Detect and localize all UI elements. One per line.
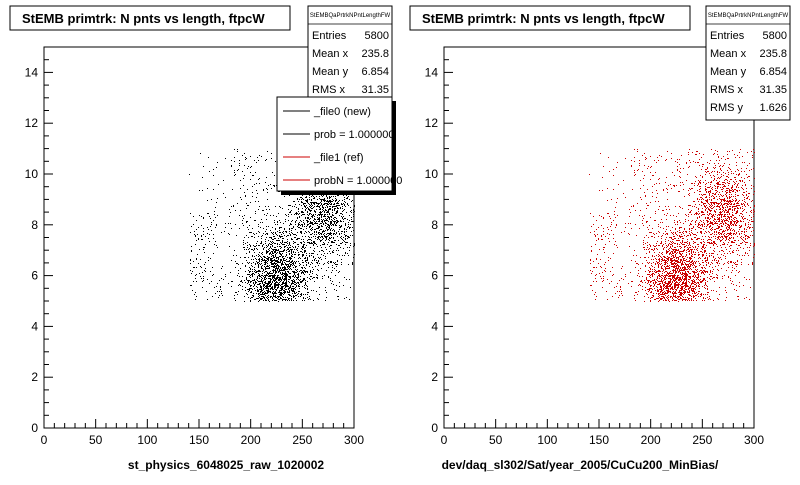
- y-tick-label: 2: [431, 370, 438, 384]
- right-stat-value-2: 6.854: [759, 66, 787, 78]
- left-stat-label-1: Mean x: [312, 48, 349, 60]
- right-stat-label-4: RMS y: [710, 102, 744, 114]
- left-stat-label-2: Mean y: [312, 66, 349, 78]
- left-stat-label-3: RMS x: [312, 84, 346, 96]
- legend-label-1: prob = 1.000000: [314, 129, 394, 141]
- right-chart-title: StEMB primtrk: N pnts vs length, ftpcW: [422, 11, 665, 26]
- y-tick-label: 10: [425, 167, 439, 181]
- y-tick-label: 14: [25, 65, 39, 79]
- x-tick-label: 300: [744, 433, 764, 447]
- x-tick-label: 150: [589, 433, 609, 447]
- y-tick-label: 8: [431, 218, 438, 232]
- right-stat-value-1: 235.8: [759, 48, 787, 60]
- right-stats-title: StEMBQaPrtrkNPntLengthFW: [708, 13, 789, 19]
- legend-label-3: probN = 1.000000: [314, 175, 402, 187]
- left-scatter-points: [189, 149, 355, 302]
- y-tick-label: 12: [25, 116, 39, 130]
- y-tick-label: 4: [431, 319, 438, 333]
- left-stat-label-0: Entries: [312, 30, 347, 42]
- scatter-point-cloud: [189, 149, 355, 302]
- y-tick-label: 10: [25, 167, 39, 181]
- x-tick-label: 250: [692, 433, 712, 447]
- right-stat-label-2: Mean y: [710, 66, 747, 78]
- left-panel: 0 50 100 150 200 250 300 0 2 4 6 8 10 12 14 StEMB prim…: [9, 5, 402, 472]
- y-tick-label: 14: [425, 65, 439, 79]
- left-stat-value-0: 5800: [365, 30, 389, 42]
- right-scatter-points: [589, 149, 755, 302]
- y-tick-label: 8: [31, 218, 38, 232]
- x-tick-label: 0: [441, 433, 448, 447]
- right-stat-label-1: Mean x: [710, 48, 747, 60]
- right-stat-label-0: Entries: [710, 30, 745, 42]
- x-tick-label: 50: [89, 433, 103, 447]
- y-tick-label: 0: [31, 421, 38, 435]
- left-stat-value-3: 31.35: [361, 84, 389, 96]
- left-stat-value-2: 6.854: [361, 66, 389, 78]
- right-stat-value-0: 5800: [763, 30, 787, 42]
- scatter-point-cloud: [589, 149, 755, 302]
- x-tick-label: 150: [189, 433, 209, 447]
- x-tick-label: 50: [489, 433, 503, 447]
- legend-label-0: _file0 (new): [313, 106, 371, 118]
- y-tick-label: 0: [431, 421, 438, 435]
- y-tick-label: 2: [31, 370, 38, 384]
- right-title-box: [409, 5, 691, 31]
- y-tick-label: 4: [31, 319, 38, 333]
- legend-label-2: _file1 (ref): [313, 152, 364, 164]
- left-chart-title: StEMB primtrk: N pnts vs length, ftpcW: [22, 11, 265, 26]
- y-tick-label: 6: [31, 269, 38, 283]
- left-stats-title: StEMBQaPrtrkNPntLengthFW: [310, 13, 391, 19]
- right-stats-box: [705, 5, 791, 121]
- x-tick-label: 300: [344, 433, 364, 447]
- right-x-axis-label: dev/daq_sl302/Sat/year_2005/CuCu200_MinB…: [442, 458, 719, 472]
- y-tick-label: 12: [425, 116, 439, 130]
- legend-box: [276, 96, 393, 192]
- x-tick-label: 100: [537, 433, 557, 447]
- right-panel: 0 50 100 150 200 250 300 0 2 4 6 8 10 12 14 StEMB prim…: [409, 5, 791, 472]
- right-plot-frame: [443, 46, 755, 429]
- right-stat-label-3: RMS x: [710, 84, 744, 96]
- right-stat-value-3: 31.35: [759, 84, 787, 96]
- left-axes: 0 50 100 150 200 250 300 0 2 4 6 8 10 12 14: [25, 46, 364, 447]
- x-tick-label: 0: [41, 433, 48, 447]
- left-x-axis-label: st_physics_6048025_raw_1020002: [128, 458, 324, 472]
- x-tick-label: 200: [641, 433, 661, 447]
- right-axes: 0 50 100 150 200 250 300 0 2 4 6 8 10 12 14: [425, 46, 764, 447]
- y-tick-label: 6: [431, 269, 438, 283]
- right-stat-value-4: 1.626: [759, 102, 787, 114]
- left-stats-box: [307, 5, 393, 101]
- left-title-box: [9, 5, 291, 31]
- x-tick-label: 100: [137, 433, 157, 447]
- x-tick-label: 200: [241, 433, 261, 447]
- x-tick-label: 250: [292, 433, 312, 447]
- left-stat-value-1: 235.8: [361, 48, 389, 60]
